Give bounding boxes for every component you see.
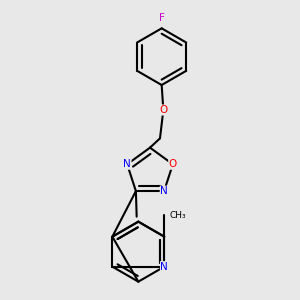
- Text: N: N: [123, 159, 131, 169]
- Text: F: F: [159, 13, 165, 23]
- Text: CH₃: CH₃: [169, 211, 186, 220]
- Text: O: O: [159, 105, 167, 115]
- Text: N: N: [160, 262, 168, 272]
- Text: N: N: [160, 186, 168, 196]
- Text: O: O: [169, 159, 177, 169]
